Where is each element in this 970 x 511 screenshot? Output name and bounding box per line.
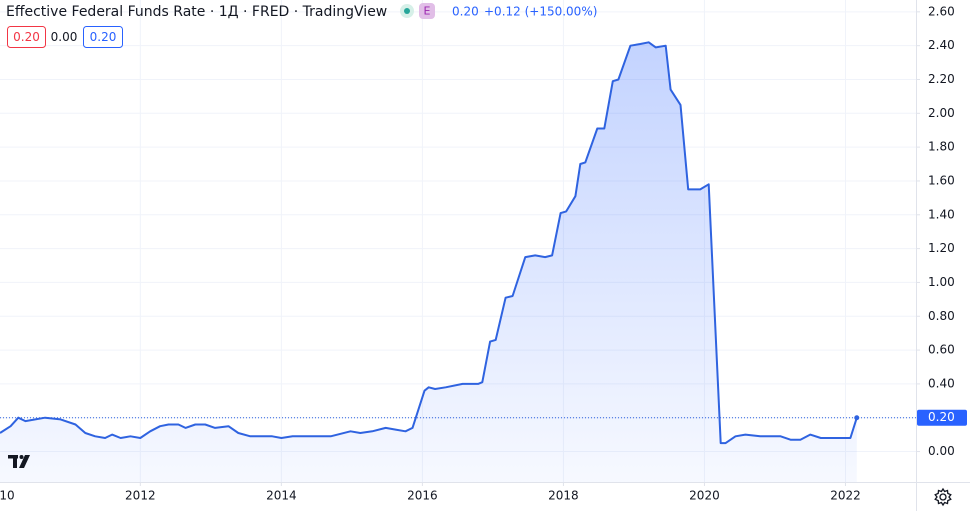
button-label: 0.00 bbox=[51, 30, 78, 44]
y-tick-label: 1.20 bbox=[928, 241, 955, 255]
button-box[interactable] bbox=[83, 26, 123, 48]
button-box[interactable] bbox=[7, 26, 46, 48]
x-tick-label: 10 bbox=[0, 489, 15, 503]
badge-bg[interactable] bbox=[419, 3, 435, 19]
y-tick-label: 2.20 bbox=[928, 72, 955, 86]
chart-title: Effective Federal Funds Rate · 1Д · FRED… bbox=[6, 4, 387, 20]
header-price: 0.20 bbox=[452, 5, 479, 19]
x-tick-label: 2018 bbox=[548, 489, 579, 503]
y-tick-label: 0.00 bbox=[928, 444, 955, 458]
plot bbox=[0, 41, 916, 483]
x-tick-label: 2022 bbox=[830, 489, 861, 503]
y-tick-label: 0.80 bbox=[928, 309, 955, 323]
y-tick-label: 0.40 bbox=[928, 376, 955, 390]
y-tick-label: 1.00 bbox=[928, 275, 955, 289]
y-tick-label: 1.80 bbox=[928, 140, 955, 154]
y-tick-label: 2.00 bbox=[928, 106, 955, 120]
price-label: 0.20 bbox=[928, 410, 955, 424]
price-label-bg bbox=[917, 409, 967, 426]
x-tick-label: 2014 bbox=[266, 489, 297, 503]
x-tick-label: 2012 bbox=[125, 489, 156, 503]
x-tick-label: 2016 bbox=[407, 489, 438, 503]
badge: E bbox=[424, 5, 431, 18]
y-tick-label: 1.60 bbox=[928, 173, 955, 187]
y-tick-label: 2.40 bbox=[928, 38, 955, 52]
line bbox=[0, 41, 858, 445]
y-tick-label: 2.60 bbox=[928, 4, 955, 18]
last-point bbox=[854, 415, 860, 421]
y-tick-label: 0.60 bbox=[928, 343, 955, 357]
x-tick-label: 2020 bbox=[689, 489, 720, 503]
y-tick-label: 1.40 bbox=[928, 207, 955, 221]
settings-icon[interactable] bbox=[934, 487, 952, 507]
button-label: 0.20 bbox=[13, 30, 40, 44]
status-dot bbox=[404, 8, 410, 14]
area-fill bbox=[0, 42, 857, 483]
logo[interactable] bbox=[8, 455, 30, 468]
axes: 0.00 0.20 0.40 0.60 0.80 1.00 1.20 1.40 1.60 1.80… bbox=[0, 4, 967, 503]
header-change: +0.12 (+150.00%) bbox=[484, 5, 597, 19]
button-label: 0.20 bbox=[90, 30, 117, 44]
